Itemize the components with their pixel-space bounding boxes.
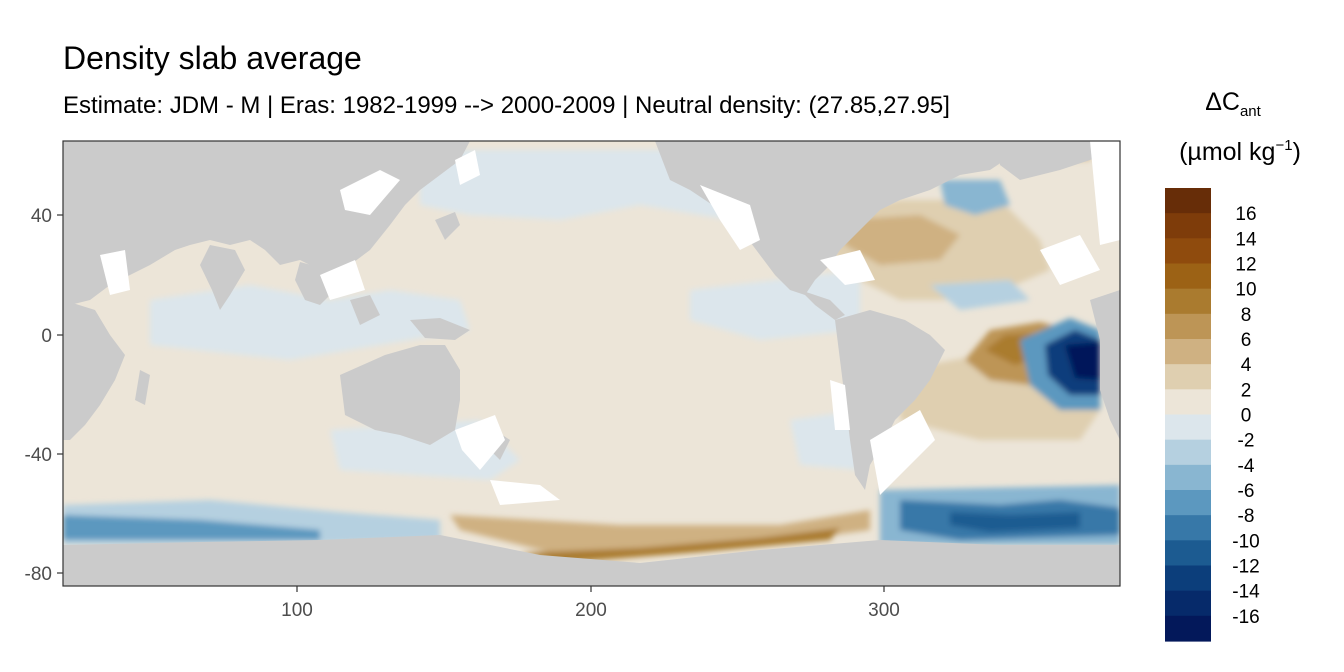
- gap-indonesia: [320, 260, 365, 300]
- legend-swatch: [1165, 313, 1211, 340]
- x-tick-label: 100: [281, 600, 313, 621]
- x-tick-label: 200: [575, 600, 607, 621]
- legend-label: 12: [1235, 255, 1256, 276]
- legend-label: -10: [1232, 531, 1259, 552]
- axis-ticks: [57, 214, 885, 592]
- legend-label: 2: [1241, 380, 1252, 401]
- legend-label: 16: [1235, 204, 1256, 225]
- east-pacific-anomaly: [690, 270, 860, 340]
- subpolar-negative: [930, 280, 1030, 310]
- legend-label: 10: [1235, 280, 1256, 301]
- legend-swatch: [1165, 490, 1211, 516]
- legend-swatch: [1165, 615, 1211, 642]
- legend-swatch: [1165, 565, 1211, 592]
- central-america-land: [800, 290, 845, 320]
- legend-label: -14: [1232, 582, 1260, 603]
- gap-north-asia: [340, 170, 400, 215]
- legend-swatch: [1165, 439, 1211, 466]
- south-atlantic-positive: [900, 355, 1100, 440]
- gap-indian-ocean: [100, 250, 130, 295]
- legend-swatch: [1165, 590, 1211, 617]
- legend-unit-open: (µmol kg: [1179, 138, 1276, 166]
- legend-swatch: [1165, 464, 1211, 491]
- legend-label: -16: [1232, 607, 1259, 628]
- australia-land: [340, 345, 460, 445]
- gap-chile: [830, 380, 850, 430]
- legend-swatch: [1165, 515, 1211, 541]
- antarctica-land: [63, 535, 1120, 586]
- gap-caribbean: [820, 250, 875, 285]
- legend-label: 0: [1241, 406, 1252, 427]
- gap-north-atlantic-east: [1040, 235, 1100, 285]
- legend-swatch: [1165, 414, 1211, 441]
- legend-label: 14: [1235, 229, 1257, 250]
- y-tick-label: 0: [41, 326, 52, 347]
- new-guinea-land: [410, 318, 470, 340]
- gap-north-american-west: [700, 185, 760, 250]
- missing-data: [100, 141, 1120, 505]
- gap-argentina: [870, 410, 935, 495]
- legend-label: -6: [1238, 481, 1255, 502]
- legend-swatch: [1165, 213, 1211, 239]
- legend-label: -4: [1238, 456, 1255, 477]
- y-tick-label: -40: [25, 445, 52, 466]
- y-tick-label: 40: [31, 206, 52, 227]
- y-tick-label: -80: [25, 564, 52, 585]
- north-atlantic-brown: [840, 215, 960, 265]
- antarctic-shelf-strong: [520, 528, 840, 563]
- north-america-land: [655, 141, 1010, 295]
- plot-subtitle: Estimate: JDM - M | Eras: 1982-1999 --> …: [63, 92, 950, 119]
- legend-title: ΔCant: [1178, 88, 1288, 120]
- legend-unit-superscript: −1: [1275, 137, 1293, 154]
- west-africa-land: [1090, 290, 1120, 440]
- japan-land: [435, 212, 460, 240]
- plot-title: Density slab average: [63, 40, 362, 76]
- gap-bering: [455, 150, 480, 185]
- southern-ocean-atlantic-deep: [950, 512, 1080, 532]
- legend-swatch: [1165, 238, 1211, 265]
- legend-unit: (µmol kg−1): [1160, 138, 1320, 165]
- legend-unit-close: ): [1292, 138, 1301, 166]
- legend-colorbar: [1165, 188, 1211, 642]
- x-tick-label: 300: [868, 600, 900, 621]
- legend-labels: 16 14 12 10 8 6 4 2 0 -2 -4 -6 -8 -10 -12 -14 -16: [1232, 204, 1260, 628]
- antarctic-shelf-positive: [450, 510, 870, 560]
- legend-swatch: [1165, 188, 1211, 214]
- north-indian-anomaly: [150, 285, 470, 360]
- legend-swatch: [1165, 288, 1211, 315]
- legend-label: 4: [1241, 355, 1252, 376]
- map-panel: [63, 141, 1120, 586]
- gap-southern-indian: [490, 480, 560, 505]
- legend-swatch: [1165, 263, 1211, 290]
- y-axis-labels: 40 0 -40 -80: [25, 206, 52, 585]
- africa-land: [63, 300, 125, 440]
- south-america-land: [835, 310, 945, 490]
- legend-swatch: [1165, 364, 1211, 390]
- legend-title-subscript: ant: [1239, 103, 1261, 120]
- legend-label: -2: [1238, 431, 1255, 452]
- legend-label: -12: [1232, 557, 1259, 578]
- legend-swatch: [1165, 339, 1211, 365]
- legend-label: -8: [1238, 506, 1255, 527]
- gap-southeast-australia: [455, 415, 505, 470]
- equatorial-atlantic-minimum: [1065, 342, 1100, 380]
- southern-ocean-west-core: [63, 515, 320, 540]
- legend-title-symbol: ΔC: [1205, 88, 1240, 116]
- southeast-asia-land: [295, 262, 335, 305]
- legend-swatch: [1165, 389, 1211, 416]
- india-land: [200, 245, 245, 310]
- legend-swatch: [1165, 540, 1211, 567]
- x-axis-labels: 100 200 300: [281, 600, 900, 621]
- borneo-land: [350, 295, 380, 325]
- legend-label: 6: [1241, 330, 1252, 351]
- legend-label: 8: [1241, 305, 1252, 326]
- greenland-land: [1000, 141, 1120, 180]
- labrador-sea-negative: [940, 180, 1010, 215]
- gap-arctic-east: [1090, 141, 1120, 245]
- madagascar-land: [135, 370, 150, 405]
